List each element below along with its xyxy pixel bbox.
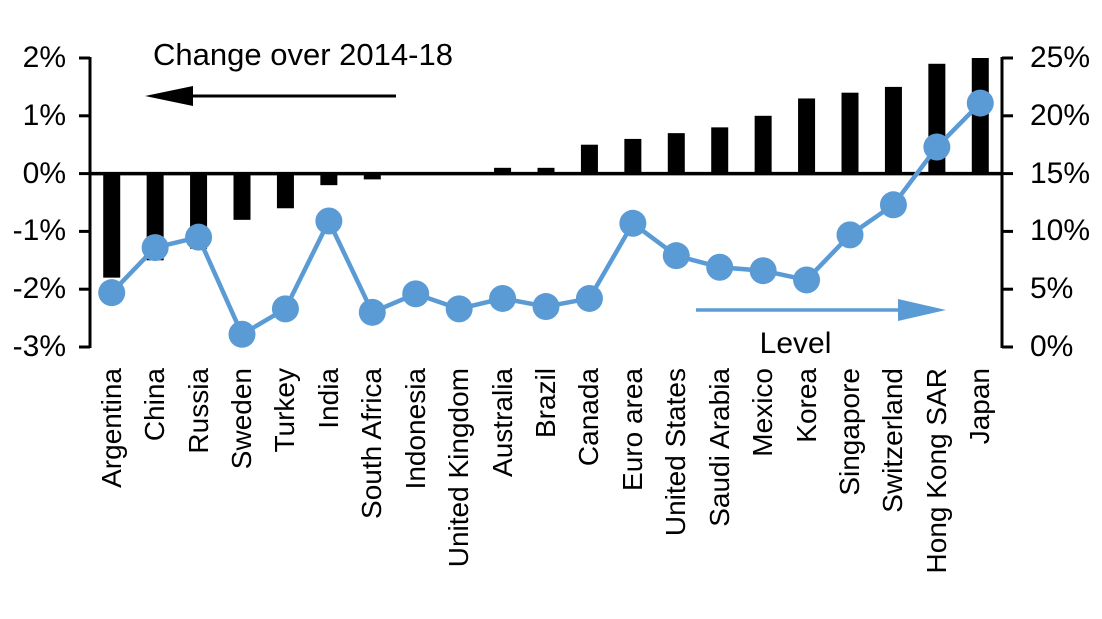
x-label-singapore: Singapore [834,368,865,496]
x-label-saudi-arabia: Saudi Arabia [703,368,735,527]
marker-korea [793,266,821,294]
right-axis-tick-label: 15% [1030,156,1091,190]
marker-russia [185,223,213,251]
x-label-turkey: Turkey [269,368,301,453]
bar-argentina [103,173,121,278]
marker-united-kingdom [445,295,473,323]
bar-series-label: Change over 2014-18 [153,37,453,72]
left-axis-tick-label: -3% [12,330,66,363]
x-label-mexico: Mexico [747,368,779,457]
bar-korea [798,98,816,174]
marker-indonesia [402,280,430,308]
left-axis-tick-label: 1% [22,98,66,132]
left-axis-tick-label: -2% [12,272,66,306]
marker-united-states [662,242,690,270]
bar-india [320,173,338,186]
change-arrow-left-icon [145,86,193,106]
x-label-india: India [312,368,344,429]
marker-south-africa [358,298,386,326]
bar-switzerland [884,86,902,174]
x-label-united-kingdom: United Kingdom [443,368,475,568]
right-axis-tick-label: 25% [1030,41,1091,74]
bar-canada [580,144,598,174]
marker-brazil [532,293,560,321]
bar-saudi-arabia [711,127,729,174]
x-label-russia: Russia [182,368,214,454]
x-label-argentina: Argentina [95,368,127,488]
x-label-brazil: Brazil [530,368,561,439]
marker-australia [489,284,517,312]
left-axis-tick-label: -1% [12,214,66,248]
marker-euro-area [619,209,647,237]
marker-saudi-arabia [706,253,734,281]
x-label-hong-kong-sar: Hong Kong SAR [920,368,952,574]
x-label-euro-area: Euro area [616,368,648,491]
bar-euro-area [624,138,642,174]
level-arrow-right-icon [898,299,946,321]
marker-china [141,234,169,262]
x-label-sweden: Sweden [226,368,257,470]
bar-united-states [667,133,685,174]
bar-mexico [754,115,772,174]
x-label-japan: Japan [964,368,996,445]
x-label-indonesia: Indonesia [399,368,431,490]
marker-switzerland [879,191,907,219]
bar-singapore [841,92,859,174]
marker-singapore [836,221,864,249]
marker-turkey [271,295,299,323]
right-axis-tick-label: 20% [1030,98,1091,132]
bar-turkey [276,173,294,209]
marker-japan [966,89,994,117]
line-series-label: Level [759,327,832,360]
x-label-korea: Korea [790,368,822,443]
right-axis-tick-label: 0% [1030,330,1074,363]
x-label-switzerland: Switzerland [877,368,909,513]
x-label-canada: Canada [573,368,605,467]
right-axis-tick-label: 5% [1030,272,1074,306]
marker-canada [575,284,603,312]
right-axis-tick-label: 10% [1030,214,1091,248]
bar-brazil [537,167,555,174]
x-label-australia: Australia [486,368,518,477]
marker-hong-kong-sar [923,133,951,161]
x-label-united-states: United States [660,368,692,537]
marker-mexico [749,257,777,285]
left-axis-tick-label: 2% [22,41,66,74]
left-axis-tick-label: 0% [22,156,66,190]
marker-india [315,207,343,235]
x-label-south-africa: South Africa [356,368,388,519]
marker-argentina [98,279,126,307]
x-label-china: China [139,368,171,442]
bar-sweden [233,173,251,220]
marker-sweden [228,320,256,348]
bar-australia [494,167,512,174]
bar-south-africa [363,173,381,180]
